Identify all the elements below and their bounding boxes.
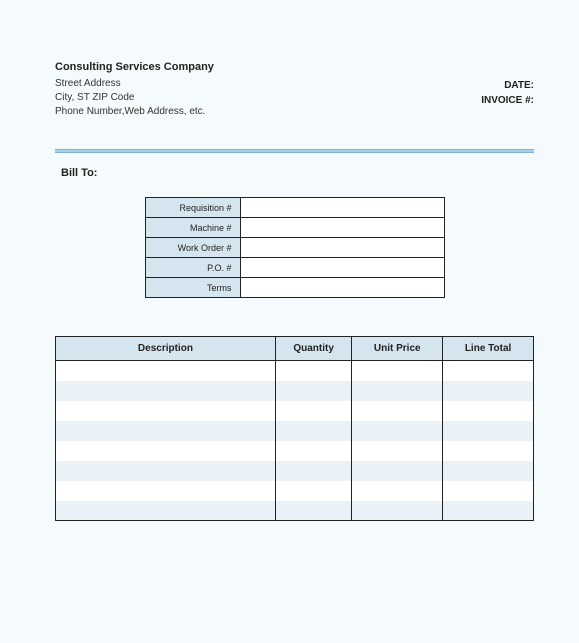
info-label: P.O. #	[145, 258, 240, 278]
info-row-po: P.O. #	[145, 258, 444, 278]
company-street: Street Address	[55, 77, 214, 91]
info-label: Requisition #	[145, 198, 240, 218]
company-city: City, ST ZIP Code	[55, 91, 214, 105]
info-value	[240, 278, 444, 298]
line-items-table: Description Quantity Unit Price Line Tot…	[55, 336, 534, 521]
table-row	[56, 501, 534, 521]
col-unit-price: Unit Price	[352, 337, 443, 361]
info-label: Machine #	[145, 218, 240, 238]
table-row	[56, 481, 534, 501]
company-contact: Phone Number,Web Address, etc.	[55, 105, 214, 119]
invoice-number-label: INVOICE #:	[481, 93, 534, 108]
info-row-machine: Machine #	[145, 218, 444, 238]
info-row-terms: Terms	[145, 278, 444, 298]
info-row-work-order: Work Order #	[145, 238, 444, 258]
table-row	[56, 361, 534, 381]
table-row	[56, 461, 534, 481]
meta-block: DATE: INVOICE #:	[481, 78, 534, 108]
info-value	[240, 218, 444, 238]
table-row	[56, 381, 534, 401]
info-label: Work Order #	[145, 238, 240, 258]
info-label: Terms	[145, 278, 240, 298]
col-quantity: Quantity	[275, 337, 351, 361]
divider-line	[55, 149, 534, 153]
table-row	[56, 421, 534, 441]
company-name: Consulting Services Company	[55, 60, 214, 75]
col-description: Description	[56, 337, 276, 361]
line-items-body	[56, 361, 534, 521]
col-line-total: Line Total	[443, 337, 534, 361]
header-row: Consulting Services Company Street Addre…	[55, 60, 534, 119]
info-row-requisition: Requisition #	[145, 198, 444, 218]
info-table: Requisition # Machine # Work Order # P.O…	[145, 197, 445, 298]
table-row	[56, 441, 534, 461]
info-value	[240, 258, 444, 278]
table-row	[56, 401, 534, 421]
line-header-row: Description Quantity Unit Price Line Tot…	[56, 337, 534, 361]
bill-to-label: Bill To:	[61, 167, 534, 179]
date-label: DATE:	[481, 78, 534, 93]
info-value	[240, 198, 444, 218]
company-block: Consulting Services Company Street Addre…	[55, 60, 214, 119]
info-value	[240, 238, 444, 258]
